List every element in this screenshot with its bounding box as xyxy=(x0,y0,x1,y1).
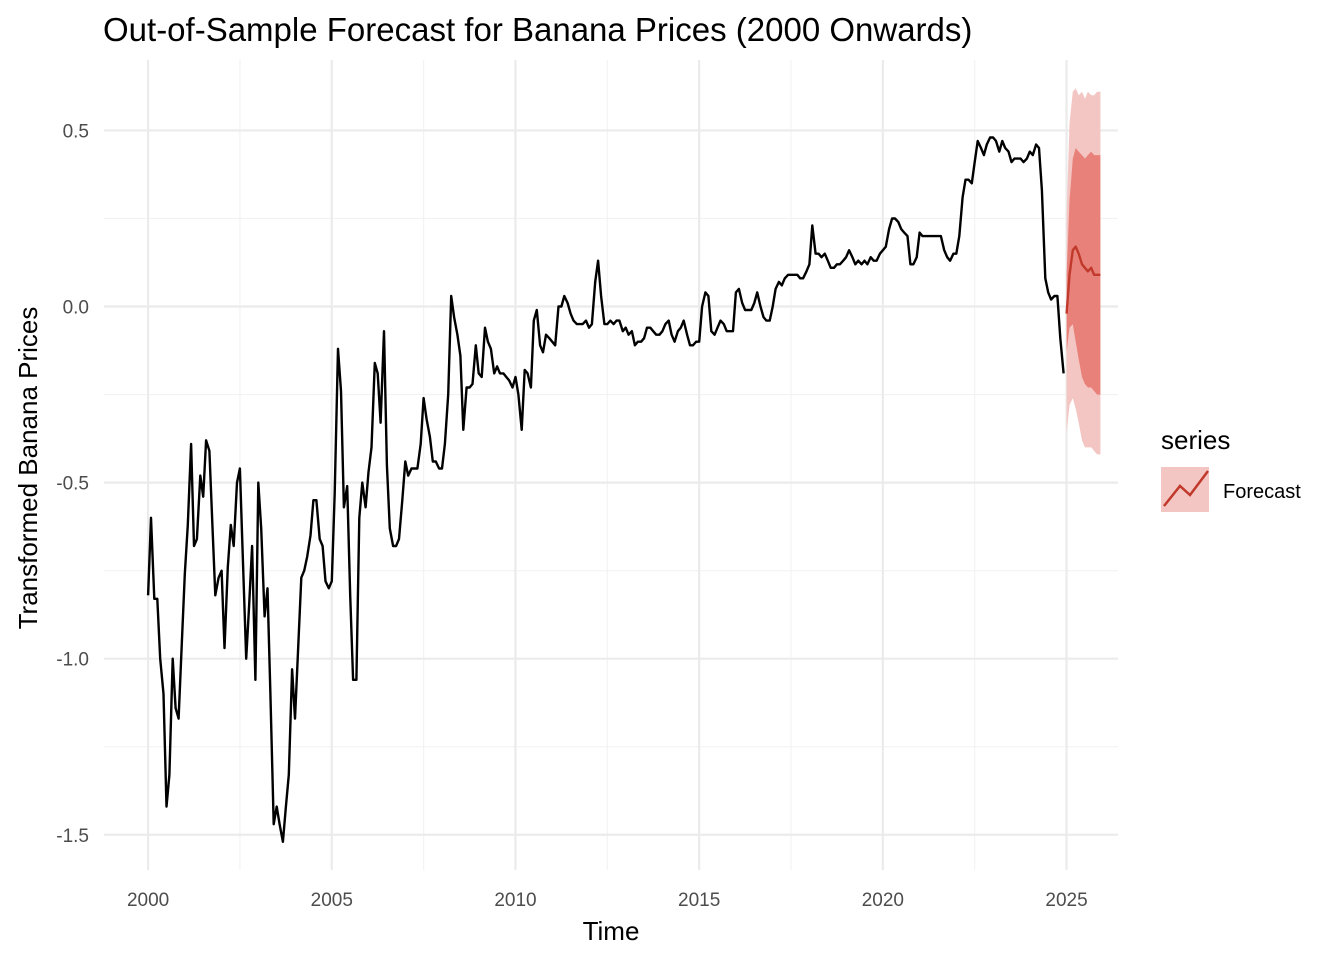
legend-title: series xyxy=(1161,425,1230,455)
legend: series Forecast xyxy=(1161,425,1301,512)
y-axis-ticks: -1.5 -1.0 -0.5 0.0 0.5 xyxy=(56,121,89,846)
x-tick-label: 2010 xyxy=(494,890,536,911)
x-tick-label: 2025 xyxy=(1045,890,1087,911)
x-tick-label: 2020 xyxy=(862,890,904,911)
forecast-band-80 xyxy=(1066,148,1101,395)
series-lines xyxy=(146,136,1101,843)
y-tick-label: 0.0 xyxy=(63,298,89,319)
y-tick-label: -1.0 xyxy=(56,650,89,671)
y-axis-title: Transformed Banana Prices xyxy=(13,307,43,630)
forecast-series-line xyxy=(1065,245,1101,314)
grid xyxy=(104,60,1118,870)
x-tick-label: 2000 xyxy=(127,890,169,911)
y-tick-label: -1.5 xyxy=(56,826,89,847)
y-tick-label: -0.5 xyxy=(56,474,89,495)
observed-series-line xyxy=(146,136,1065,843)
y-tick-label: 0.5 xyxy=(63,121,89,142)
x-axis-title: Time xyxy=(583,916,640,946)
x-tick-label: 2015 xyxy=(678,890,720,911)
legend-line-icon xyxy=(1163,470,1209,507)
chart-title: Out-of-Sample Forecast for Banana Prices… xyxy=(103,11,972,48)
x-axis-ticks: 2000 2005 2010 2015 2020 2025 xyxy=(127,890,1088,911)
x-tick-label: 2005 xyxy=(311,890,353,911)
legend-label-forecast: Forecast xyxy=(1223,481,1301,503)
forecast-bands xyxy=(1066,88,1101,455)
